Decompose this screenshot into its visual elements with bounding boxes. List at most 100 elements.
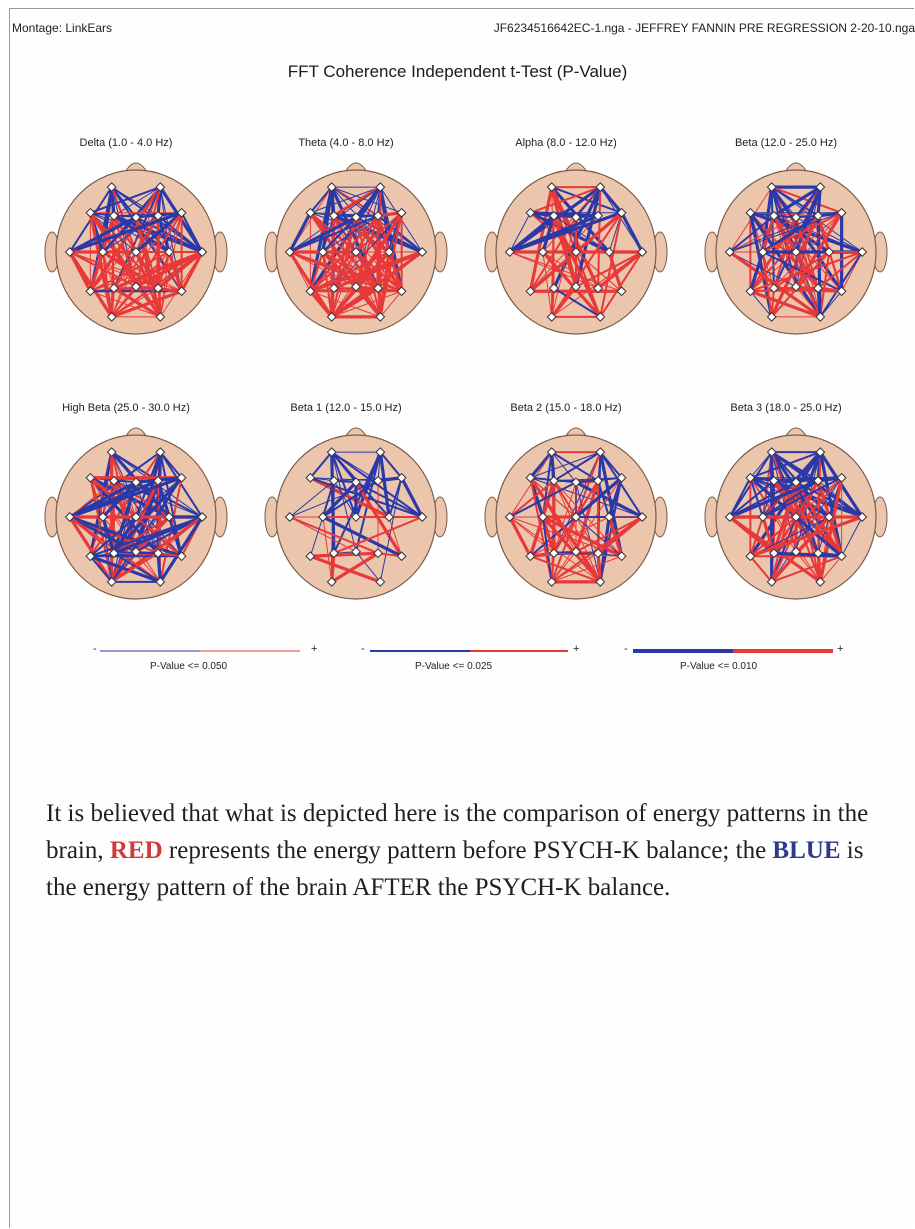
coherence-line: [553, 480, 601, 583]
coherence-line: [596, 250, 644, 290]
coherence-line: [89, 290, 161, 318]
coherence-line: [508, 479, 555, 518]
coherence-line: [308, 554, 382, 584]
electrode: [593, 283, 604, 294]
head-map-delta: [44, 162, 228, 335]
electrode: [768, 475, 779, 486]
electrode: [745, 551, 756, 562]
coherence-line: [69, 480, 115, 518]
head-map-beta-2: [484, 427, 668, 600]
electrode: [384, 247, 395, 257]
coherence-line: [68, 211, 184, 254]
band-title-high-beta: High Beta (25.0 - 30.0 Hz): [62, 402, 190, 414]
electrode: [108, 210, 119, 221]
coherence-line: [575, 516, 644, 553]
coherence-line: [379, 290, 403, 318]
electrode: [131, 546, 141, 557]
coherence-line: [749, 451, 822, 479]
legend-plus-0050: +: [311, 643, 318, 655]
electrode: [791, 281, 801, 292]
coherence-line: [509, 451, 553, 518]
electrode: [176, 472, 187, 483]
electrode: [305, 551, 316, 562]
coherence-line: [157, 214, 204, 253]
electrode: [768, 548, 779, 559]
coherence-line: [111, 287, 159, 318]
electrode: [637, 512, 648, 522]
electrode: [525, 286, 536, 297]
electrode: [595, 311, 606, 322]
electrode: [824, 247, 835, 257]
electrode: [637, 247, 648, 257]
electrode: [108, 475, 119, 486]
coherence-line: [509, 212, 531, 253]
coherence-line: [288, 516, 380, 555]
electrode: [546, 311, 557, 322]
electrode: [604, 512, 615, 522]
coherence-line: [89, 186, 113, 293]
page-title: FFT Coherence Independent t-Test (P-Valu…: [287, 62, 628, 81]
electrode: [155, 182, 166, 193]
coherence-line: [101, 250, 160, 290]
coherence-line: [550, 285, 578, 319]
electrode: [284, 247, 295, 257]
coherence-line: [761, 251, 843, 293]
coherence-line: [729, 212, 843, 253]
coherence-line: [508, 481, 577, 518]
coherence-line: [529, 186, 602, 214]
coherence-line: [289, 480, 379, 518]
coherence-line: [794, 211, 844, 289]
electrode: [106, 182, 117, 193]
electrode: [595, 182, 606, 193]
coherence-line: [772, 185, 822, 218]
coherence-line: [528, 515, 545, 558]
coherence-line: [333, 480, 357, 518]
coherence-line: [508, 515, 532, 558]
electrode: [384, 512, 395, 522]
coherence-line: [379, 451, 403, 479]
electrode: [328, 283, 339, 294]
electrode: [85, 472, 96, 483]
coherence-line: [729, 215, 819, 253]
electrode: [616, 207, 627, 218]
electrode: [548, 283, 559, 294]
electrode: [836, 286, 847, 297]
coherence-line: [330, 551, 380, 584]
legend-bars: [100, 649, 833, 653]
coherence-line: [134, 250, 160, 290]
coherence-line: [817, 251, 864, 290]
coherence-line: [288, 214, 380, 253]
electrode: [571, 546, 581, 557]
coherence-line: [331, 212, 403, 318]
coherence-line: [321, 251, 380, 290]
coherence-line: [308, 551, 380, 558]
electrode: [546, 576, 557, 587]
coherence-line: [761, 211, 843, 253]
coherence-line: [597, 479, 611, 518]
electrode: [176, 551, 187, 562]
electrode: [417, 512, 428, 522]
coherence-line: [728, 476, 752, 518]
coherence-line: [528, 211, 600, 218]
electrode: [813, 548, 824, 559]
band-title-beta-3: Beta 3 (18.0 - 25.0 Hz): [730, 402, 842, 414]
coherence-line: [355, 251, 403, 293]
coherence-line: [156, 551, 162, 584]
electrode: [176, 286, 187, 297]
coherence-line: [748, 211, 822, 319]
electrode: [97, 512, 108, 522]
head-map-beta-1: [264, 427, 448, 600]
coherence-line: [89, 251, 171, 293]
coherence-line: [102, 215, 159, 253]
coherence-line: [550, 552, 555, 583]
coherence-line: [828, 516, 843, 557]
coherence-line: [309, 451, 333, 479]
electrode: [595, 576, 606, 587]
electrode: [815, 311, 826, 322]
coherence-line: [828, 251, 843, 293]
electrode: [604, 247, 615, 257]
coherence-line: [552, 451, 602, 482]
coherence-line: [158, 515, 204, 584]
electrode: [813, 210, 824, 221]
coherence-line: [816, 551, 822, 584]
